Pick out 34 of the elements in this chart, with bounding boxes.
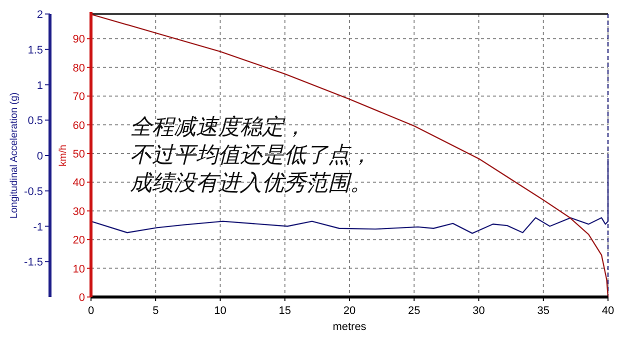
x-tick-label: 20 — [343, 305, 356, 317]
y-tick-label: -0.5 — [24, 186, 43, 198]
y2-tick-label: 80 — [72, 62, 85, 74]
y-axis-title: Longitudinal Acceleration (g) — [9, 92, 20, 219]
y2-tick-label: 50 — [72, 148, 85, 160]
line-series — [90, 14, 609, 298]
x-tick-label: 40 — [602, 305, 614, 317]
x-tick-label: 30 — [472, 305, 485, 317]
y-tick-label: 1.5 — [28, 44, 43, 56]
y2-axis-title: km/h — [58, 144, 69, 166]
y2-tick-label: 0 — [78, 292, 85, 304]
y-tick-label: -1 — [33, 221, 43, 234]
annotation: 全程减速度稳定， — [130, 114, 306, 139]
y2-tick-label: 30 — [72, 206, 85, 218]
y2-tick-label: 90 — [72, 34, 85, 46]
y2-tick-label: 40 — [72, 177, 85, 190]
annotation: 成绩没有进入优秀范围。 — [130, 170, 372, 195]
y2-tick-label: 20 — [72, 234, 85, 247]
y-tick-label: -1.5 — [24, 256, 43, 269]
y2-tick-label: 60 — [72, 120, 85, 132]
x-tick-label: 35 — [537, 305, 550, 317]
y2-tick-label: 10 — [72, 263, 85, 276]
x-tick-label: 5 — [152, 305, 159, 317]
y-tick-label: 0 — [36, 150, 43, 162]
x-tick-label: 0 — [88, 305, 94, 317]
x-tick-label: 15 — [278, 305, 291, 317]
y-tick-label: 2 — [36, 9, 43, 21]
y-tick-label: 1 — [36, 80, 43, 92]
x-tick-label: 25 — [408, 305, 420, 317]
x-axis-title: metres — [332, 321, 367, 333]
y2-tick-label: 70 — [72, 91, 85, 104]
x-tick-label: 10 — [214, 305, 226, 317]
annotation: 不过平均值还是低了点， — [130, 142, 372, 167]
y-tick-label: 0.5 — [28, 115, 43, 128]
